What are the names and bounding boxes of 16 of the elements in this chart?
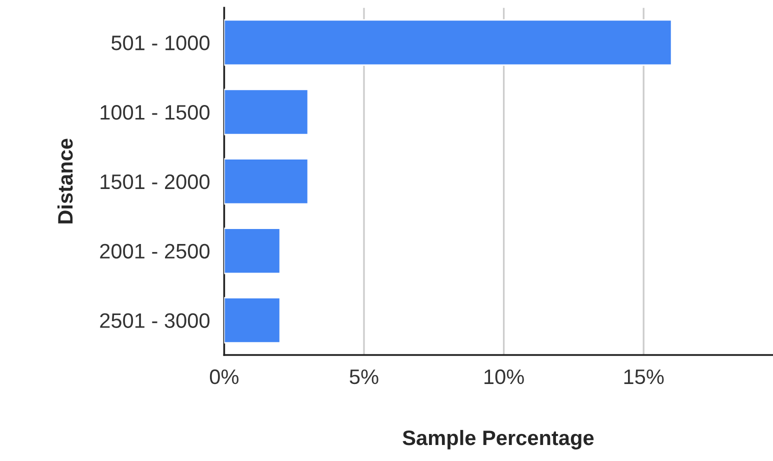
x-axis-title: Sample Percentage: [402, 430, 594, 450]
x-tick-label: 0%: [210, 369, 238, 384]
y-tick-label: 2501 - 3000: [100, 313, 210, 328]
x-tick-label: 5%: [350, 370, 378, 384]
y-axis-title: Distance: [57, 138, 73, 224]
x-tick-label: 10%: [484, 369, 524, 384]
bar: [224, 88, 309, 136]
y-tick-label: 1001 - 1500: [100, 104, 210, 120]
bar: [224, 19, 672, 66]
bar: [224, 297, 281, 344]
x-tick-label: 15%: [624, 370, 664, 384]
bar: [224, 228, 281, 274]
y-tick-label: 501 - 1000: [112, 36, 210, 50]
y-tick-label: 1501 - 2000: [100, 174, 210, 190]
y-tick-label: 2001 - 2500: [100, 244, 210, 259]
bar: [224, 158, 309, 205]
